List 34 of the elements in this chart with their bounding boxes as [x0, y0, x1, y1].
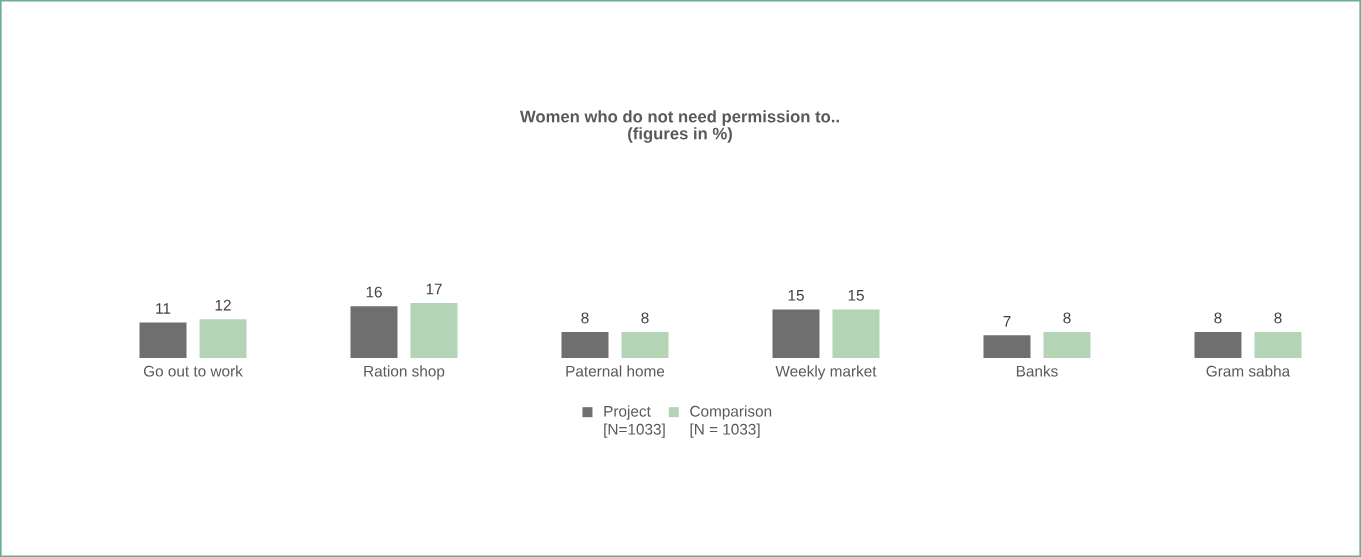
data-label: 15 [788, 290, 804, 301]
data-label: 8 [1274, 312, 1282, 324]
bar [350, 306, 398, 358]
legend-label: Project [N=1033] [604, 405, 665, 438]
chart-title: Women who do not need permission to.. [520, 110, 839, 126]
data-label: 15 [848, 290, 864, 301]
bar [832, 309, 880, 358]
legend-label: Comparison [N = 1033] [690, 405, 772, 438]
x-tick-label: Ration shop [364, 365, 445, 380]
data-label: 17 [426, 283, 442, 295]
bar [1194, 332, 1242, 358]
data-label: 12 [215, 299, 231, 311]
chart-subtitle: (figures in %) [628, 127, 732, 143]
bar [772, 309, 820, 358]
bar [1043, 332, 1091, 358]
data-label: 8 [1063, 312, 1071, 324]
x-tick-label: Gram sabha [1206, 365, 1291, 377]
bar [1254, 332, 1302, 358]
bar [410, 302, 458, 358]
data-label: 11 [156, 303, 171, 314]
x-tick-label: Weekly market [775, 365, 877, 380]
data-label: 7 [1003, 316, 1011, 327]
bar [983, 335, 1031, 358]
x-tick-label: Paternal home [566, 365, 665, 377]
data-label: 8 [641, 312, 649, 324]
bar [199, 319, 247, 358]
data-label: 8 [581, 312, 589, 324]
data-label: 8 [1214, 312, 1222, 324]
bar [621, 332, 669, 358]
bar [561, 332, 609, 358]
x-tick-label: Go out to work [143, 365, 243, 377]
x-tick-label: Banks [1016, 365, 1058, 377]
data-label: 16 [366, 286, 382, 298]
bar [139, 322, 187, 358]
